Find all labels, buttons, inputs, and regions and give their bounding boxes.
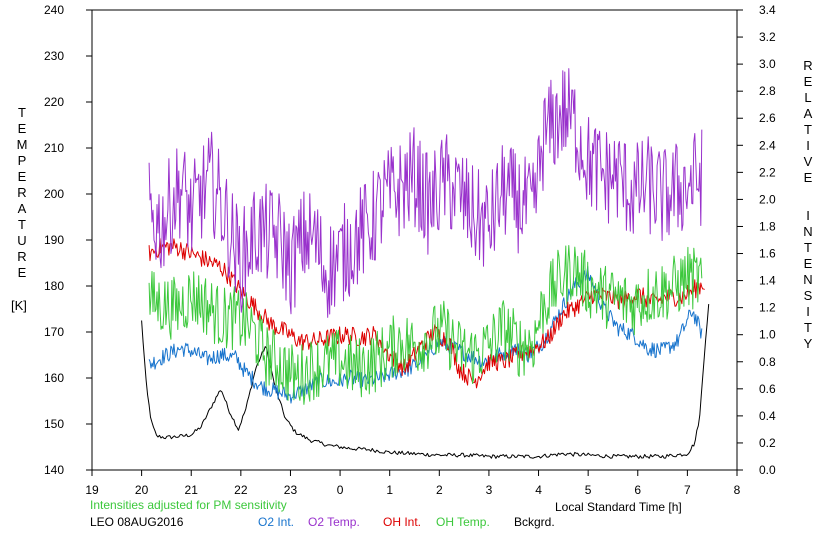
axis-label-letter: Y xyxy=(803,336,813,351)
series-oh-temp-line xyxy=(148,245,703,405)
axis-label-letter: T xyxy=(18,217,26,232)
axis-label-letter: E xyxy=(17,169,27,184)
axis-label-letter: M xyxy=(16,137,28,152)
right-tick-label: 0.0 xyxy=(759,463,776,477)
legend-bckgrd: Bckgrd. xyxy=(514,515,555,529)
left-axis-ticks: 140 150 160 170 180 190 200 210 220 230 240 xyxy=(44,3,92,477)
right-tick-label: 3.4 xyxy=(759,3,776,17)
series-oh-int-line xyxy=(148,238,705,389)
axis-label-letter: T xyxy=(804,122,812,137)
axis-label-letter: S xyxy=(803,288,813,303)
x-tick-label: 23 xyxy=(284,483,298,497)
axis-label-letter: T xyxy=(804,240,812,255)
axis-label-letter: E xyxy=(803,74,813,89)
right-tick-label: 3.2 xyxy=(759,30,776,44)
series-o2-int-line xyxy=(148,266,703,404)
x-tick-label: 20 xyxy=(135,483,149,497)
axis-label-letter: T xyxy=(18,105,26,120)
right-tick-label: 2.4 xyxy=(759,138,776,152)
left-axis-unit: [K] xyxy=(11,298,27,313)
right-tick-label: 2.2 xyxy=(759,165,776,179)
axis-label-letter: N xyxy=(803,272,813,287)
axis-label-letter: E xyxy=(803,256,813,271)
right-tick-label: 2.0 xyxy=(759,192,776,206)
pm-sensitivity-note: Intensities adjusted for PM sensitivity xyxy=(90,498,287,512)
axis-label-letter: L xyxy=(804,90,812,105)
axis-label-letter: P xyxy=(17,153,27,168)
axis-label-letter: V xyxy=(803,154,813,169)
x-tick-label: 8 xyxy=(734,483,741,497)
right-tick-label: 0.4 xyxy=(759,409,776,423)
left-tick-label: 200 xyxy=(44,187,64,201)
axis-label-letter: R xyxy=(17,249,27,264)
axis-label-letter: I xyxy=(806,138,810,153)
right-tick-label: 1.0 xyxy=(759,328,776,342)
left-tick-label: 240 xyxy=(44,3,64,17)
axis-label-letter: I xyxy=(806,208,810,223)
axis-label-letter xyxy=(806,186,810,208)
series-layer xyxy=(141,68,710,459)
series-bckgrd-line xyxy=(141,304,710,459)
left-tick-label: 170 xyxy=(44,325,64,339)
left-tick-label: 160 xyxy=(44,371,64,385)
left-tick-label: 210 xyxy=(44,141,64,155)
right-tick-label: 0.2 xyxy=(759,436,776,450)
axis-label-letter: E xyxy=(803,170,813,185)
axis-label-letter: R xyxy=(17,185,27,200)
right-tick-label: 1.2 xyxy=(759,301,776,315)
right-tick-label: 0.8 xyxy=(759,355,776,369)
left-tick-label: 140 xyxy=(44,463,64,477)
x-tick-label: 7 xyxy=(684,483,691,497)
right-tick-label: 1.6 xyxy=(759,247,776,261)
x-tick-label: 5 xyxy=(585,483,592,497)
x-tick-label: 0 xyxy=(337,483,344,497)
legend-oh-temp: OH Temp. xyxy=(436,515,490,529)
axis-label-letter: T xyxy=(804,320,812,335)
x-tick-label: 1 xyxy=(386,483,393,497)
plot-frame xyxy=(91,9,738,471)
right-tick-label: 1.8 xyxy=(759,219,776,233)
left-tick-label: 190 xyxy=(44,233,64,247)
legend-o2-int: O2 Int. xyxy=(258,515,295,529)
axis-label-letter: I xyxy=(806,304,810,319)
x-axis-ticks: 19 20 21 22 23 0 1 2 3 4 5 6 7 8 xyxy=(85,470,741,497)
right-tick-label: 1.4 xyxy=(759,274,776,288)
left-tick-label: 230 xyxy=(44,49,64,63)
right-tick-label: 2.8 xyxy=(759,84,776,98)
axis-label-letter: N xyxy=(803,224,813,239)
x-tick-label: 3 xyxy=(486,483,493,497)
series-o2-temp-line xyxy=(148,68,703,318)
x-tick-label: 19 xyxy=(85,483,99,497)
x-tick-label: 6 xyxy=(634,483,641,497)
x-tick-label: 21 xyxy=(185,483,199,497)
right-tick-label: 2.6 xyxy=(759,111,776,125)
legend-o2-temp: O2 Temp. xyxy=(308,515,360,529)
right-tick-label: 0.6 xyxy=(759,382,776,396)
axis-label-letter: A xyxy=(17,201,27,216)
x-tick-label: 22 xyxy=(234,483,248,497)
right-tick-label: 3.0 xyxy=(759,57,776,71)
left-tick-label: 150 xyxy=(44,417,64,431)
legend-oh-int: OH Int. xyxy=(383,515,422,529)
left-tick-label: 220 xyxy=(44,95,64,109)
x-axis-label: Local Standard Time [h] xyxy=(555,500,682,514)
right-axis-ticks: 0.0 0.2 0.4 0.6 0.8 1.0 1.2 1.4 1.6 1.8 2.0 2.2 2.4 2… xyxy=(737,3,776,477)
axis-label-letter: A xyxy=(803,106,813,121)
axis-label-letter: E xyxy=(17,265,27,280)
x-tick-label: 4 xyxy=(535,483,542,497)
axis-label-letter: U xyxy=(17,233,27,248)
x-tick-label: 2 xyxy=(436,483,443,497)
axis-label-letter: R xyxy=(803,58,813,73)
station-date: LEO 08AUG2016 xyxy=(90,515,184,529)
left-tick-label: 180 xyxy=(44,279,64,293)
axis-label-letter: E xyxy=(17,121,27,136)
